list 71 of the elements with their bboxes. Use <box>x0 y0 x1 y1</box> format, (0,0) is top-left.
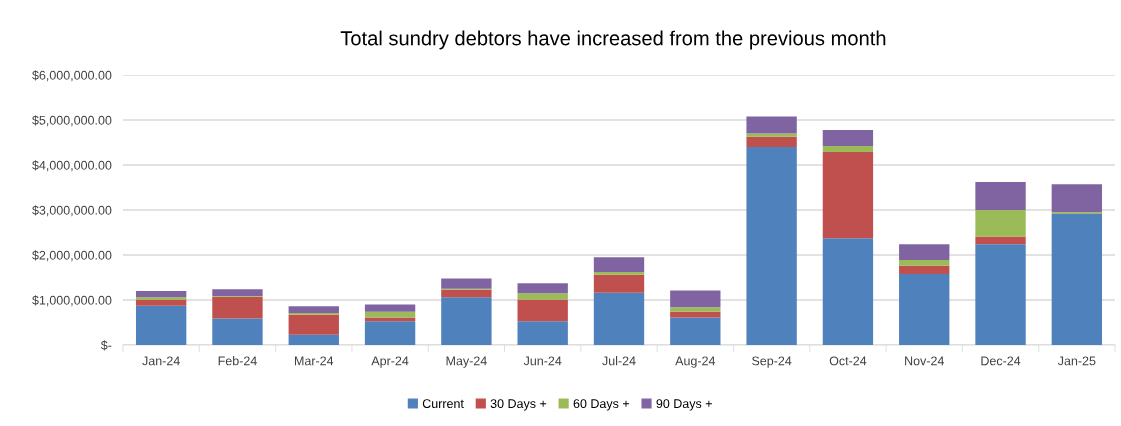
bar <box>364 321 416 345</box>
y-tick-label: $1,000,000.00 <box>32 295 112 307</box>
x-tick-label: Jan-25 <box>1057 356 1096 366</box>
legend-label: Current <box>422 399 464 409</box>
bar <box>746 133 797 137</box>
bar <box>288 314 339 335</box>
bar <box>975 236 1026 245</box>
bar <box>899 244 950 260</box>
bar <box>517 293 568 300</box>
bar <box>441 297 492 345</box>
x-tick-label: Jan-24 <box>142 356 180 366</box>
bar <box>670 307 721 312</box>
bar <box>899 273 950 345</box>
bar <box>593 274 645 293</box>
bar <box>822 129 874 147</box>
bar <box>670 311 721 318</box>
bar <box>288 306 339 314</box>
legend-label: 90 Days + <box>656 399 712 411</box>
y-tick-label: $2,000,000.00 <box>32 250 112 262</box>
bar <box>212 296 263 319</box>
y-tick-label: $4,000,000.00 <box>32 160 112 172</box>
y-tick-label: $3,000,000.00 <box>32 205 112 217</box>
bar <box>1051 184 1103 213</box>
x-tick-label: Apr-24 <box>371 356 409 368</box>
bar <box>593 272 645 275</box>
bar <box>135 300 187 306</box>
legend-label: 60 Days + <box>573 399 630 411</box>
x-tick-label: Oct-24 <box>829 356 867 366</box>
bar <box>135 305 187 345</box>
x-tick-label: Aug-24 <box>675 356 716 368</box>
bar <box>441 278 492 289</box>
bar <box>517 283 568 294</box>
bar <box>746 116 797 134</box>
bar <box>135 297 187 300</box>
x-tick-label: Jul-24 <box>602 356 636 366</box>
bar <box>1051 214 1103 345</box>
bar <box>975 182 1026 210</box>
bar <box>822 151 874 239</box>
bar <box>593 292 645 345</box>
x-tick-label: Feb-24 <box>218 356 257 366</box>
bar <box>212 318 263 345</box>
x-tick-label: Dec-24 <box>981 356 1021 366</box>
y-tick-label: $- <box>100 340 112 351</box>
bar <box>975 244 1026 345</box>
bar <box>441 289 492 298</box>
bar <box>212 289 263 296</box>
x-tick-label: Jun-24 <box>523 356 562 366</box>
x-tick-label: Mar-24 <box>295 356 334 366</box>
bar <box>135 291 187 298</box>
y-tick-label: $5,000,000.00 <box>32 115 112 127</box>
x-tick-label: Sep-24 <box>752 356 792 368</box>
bar <box>517 299 568 322</box>
bar <box>517 321 568 345</box>
y-tick-label: $6,000,000.00 <box>32 70 112 82</box>
bar <box>822 238 874 345</box>
bar <box>746 147 797 345</box>
x-tick-label: Nov-24 <box>905 356 945 366</box>
bar <box>822 146 874 152</box>
chart-title: Total sundry debtors have increased from the previous month <box>340 30 886 50</box>
bar <box>288 334 339 345</box>
legend-label: 30 Days + <box>490 399 547 411</box>
bar <box>593 257 645 273</box>
bar <box>364 304 416 312</box>
bar <box>746 136 797 147</box>
bar <box>899 259 950 266</box>
bar <box>670 290 721 308</box>
bar <box>670 317 721 345</box>
bar <box>975 210 1026 237</box>
x-tick-label: May-24 <box>446 356 487 368</box>
bar <box>364 311 416 318</box>
bar <box>899 265 950 274</box>
